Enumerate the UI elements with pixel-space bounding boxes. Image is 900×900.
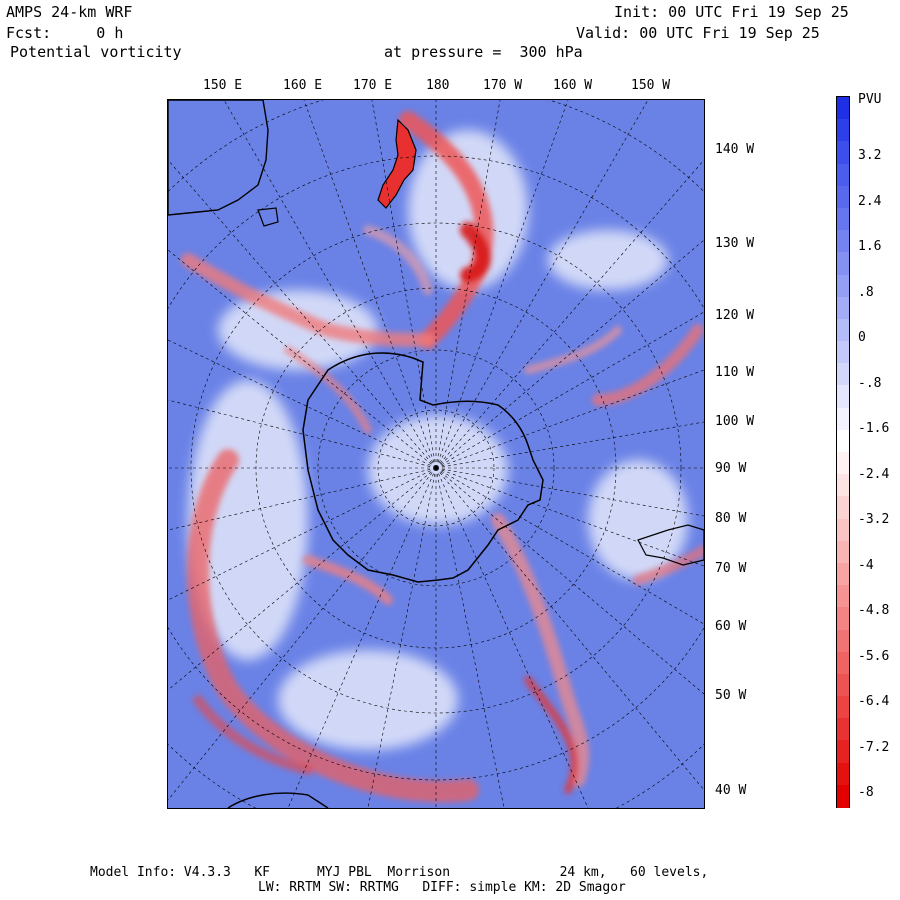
colorbar-segment <box>837 363 849 386</box>
lon-label-right: 140 W <box>715 142 755 157</box>
colorbar-segment <box>837 696 849 719</box>
colorbar-label: -2.4 <box>858 466 890 482</box>
lon-label-right: 50 W <box>715 688 747 703</box>
new-zealand-outline <box>377 118 417 209</box>
lon-label-right: 70 W <box>715 561 747 576</box>
colorbar-segment <box>837 230 849 253</box>
lon-label: 150 W <box>631 78 671 93</box>
colorbar-label: -3.2 <box>858 512 890 527</box>
colorbar-segment <box>837 518 849 542</box>
colorbar-label: -.8 <box>858 375 882 391</box>
colorbar-segment <box>837 252 849 275</box>
colorbar-segment <box>837 318 849 342</box>
colorbar-label: 0 <box>858 330 866 345</box>
colorbar-segment <box>837 651 849 675</box>
pv-light-filaments <box>188 130 688 750</box>
colorbar-segment <box>837 207 849 231</box>
colorbar-label: 2.4 <box>858 193 882 209</box>
meridian-lines <box>168 100 704 808</box>
australia-outline <box>168 100 269 216</box>
model-title: AMPS 24-km WRF <box>6 3 133 21</box>
colorbar-segment <box>837 474 849 497</box>
model-info-line2: LW: RRTM SW: RRTMG DIFF: simple KM: 2D S… <box>258 880 626 895</box>
colorbar-segment <box>837 341 849 364</box>
colorbar-label: -4.8 <box>858 603 890 618</box>
colorbar-label: -4 <box>858 557 874 573</box>
colorbar-segment <box>837 97 849 120</box>
colorbar-segment <box>837 274 849 298</box>
colorbar-segment <box>837 385 849 409</box>
colorbar-segment <box>837 452 849 475</box>
colorbar-segment <box>837 429 849 453</box>
pv-red-filaments <box>181 111 704 803</box>
antarctica-coastline <box>302 352 544 583</box>
lon-label: 170 E <box>353 78 393 93</box>
colorbar-segment <box>837 407 849 431</box>
colorbar-label: -6.4 <box>858 694 890 709</box>
colorbar-label: -5.6 <box>858 648 890 664</box>
lon-label-right: 100 W <box>715 414 755 429</box>
colorbar-label: 3.2 <box>858 148 882 163</box>
lon-label: 150 E <box>203 78 243 93</box>
colorbar-segment <box>837 784 849 808</box>
lon-label: 170 W <box>483 78 523 93</box>
pressure-level: at pressure = 300 hPa <box>384 43 583 61</box>
model-info-line1: Model Info: V4.3.3 KF MYJ PBL Morrison 2… <box>90 865 709 880</box>
valid-time: Valid: 00 UTC Fri 19 Sep 25 <box>576 24 820 42</box>
lon-label: 180 <box>426 78 450 93</box>
lon-label-right: 90 W <box>715 461 747 476</box>
lon-label: 160 W <box>553 78 593 93</box>
field-name: Potential vorticity <box>10 43 182 61</box>
colorbar-segment <box>837 296 849 320</box>
south-america-outline <box>637 524 704 566</box>
lon-label-right: 60 W <box>715 619 747 634</box>
lon-label-right: 80 W <box>715 511 747 526</box>
lon-label-right: 40 W <box>715 783 747 798</box>
colorbar-segment <box>837 540 849 564</box>
colorbar-segment <box>837 496 849 520</box>
lon-label-right: 110 W <box>715 365 755 380</box>
colorbar-label: -8 <box>858 785 874 800</box>
colorbar <box>836 96 850 808</box>
colorbar-label: -7.2 <box>858 739 890 755</box>
colorbar-label: -1.6 <box>858 421 890 436</box>
pv-map <box>167 99 705 809</box>
colorbar-segment <box>837 673 849 697</box>
colorbar-segment <box>837 607 849 630</box>
colorbar-segment <box>837 585 849 608</box>
colorbar-segment <box>837 740 849 764</box>
colorbar-segment <box>837 629 849 653</box>
lon-label-right: 120 W <box>715 308 755 323</box>
colorbar-label: 1.6 <box>858 239 882 254</box>
colorbar-label: .8 <box>858 284 874 300</box>
lon-label-right: 130 W <box>715 236 755 251</box>
colorbar-segment <box>837 718 849 741</box>
colorbar-segment <box>837 119 849 142</box>
init-time: Init: 00 UTC Fri 19 Sep 25 <box>614 3 849 21</box>
lon-label: 160 E <box>283 78 323 93</box>
colorbar-segment <box>837 141 849 165</box>
colorbar-unit: PVU <box>858 92 882 107</box>
colorbar-segment <box>837 185 849 209</box>
colorbar-segment <box>837 562 849 586</box>
colorbar-segment <box>837 762 849 786</box>
bottom-coastline <box>227 792 329 808</box>
forecast-hour: Fcst: 0 h <box>6 24 124 42</box>
colorbar-segment <box>837 163 849 187</box>
tasmania-outline <box>257 207 279 227</box>
